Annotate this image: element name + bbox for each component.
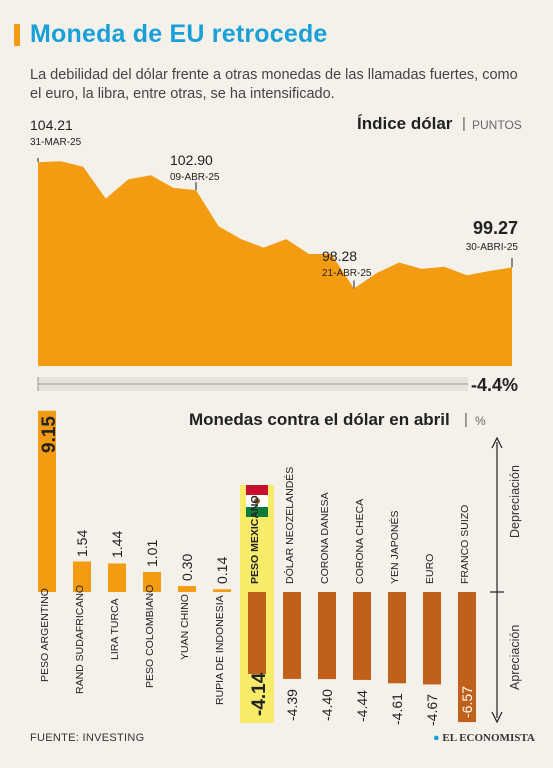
bar-lira-turca [108,563,126,592]
bar-rupia-de-indonesia [213,589,231,592]
bar-category-label: PESO MEXICANO [249,495,261,584]
line-chart-title: Índice dólar [357,114,453,133]
bar-category-label: CORONA CHECA [354,498,366,584]
annotation-date: 30-ABRI-25 [466,242,519,253]
bar-franco-suizo [458,592,476,723]
annotation-value: 99.27 [473,218,518,238]
mexico-flag-icon [246,485,268,517]
page-subtitle: La debilidad del dólar frente a otras mo… [30,67,518,102]
depreciation-label: Depreciación [508,465,522,538]
bar-category-label: RAND SUDAFRICANO [74,584,86,694]
bar-peso-mexicano [248,592,266,674]
brand-mark-icon: ● [433,732,440,744]
bar-value-label: -4.44 [354,689,370,722]
bar-category-label: CORONA DANESA [319,492,331,584]
annotation-date: 21-ABR-25 [322,268,372,279]
bar-category-label: FRANCO SUIZO [459,504,471,584]
annotation-value: 102.90 [170,152,213,168]
dollar-index-area [38,161,512,366]
bar-title-separator: | [464,411,468,428]
arrow-down-icon [491,711,503,724]
bar-chart-title: Monedas contra el dólar en abril [189,410,450,429]
annotation-date: 09-ABR-25 [170,172,220,183]
bar-chart-unit: % [475,414,486,428]
bar-value-label: 9.15 [39,415,60,453]
bar-category-label: RUPIA DE INDONESIA [214,595,226,705]
bar-corona-danesa [318,592,336,680]
bar-euro [423,592,441,685]
page-title: Moneda de EU retrocede [30,20,328,48]
bar-corona-checa [353,592,371,680]
bar-rand-sudafricano [73,561,91,592]
bar-value-label: -6.57 [459,686,475,719]
brand-logo: ● EL ECONOMISTA [433,732,535,744]
bar-d-lar-neozeland-s [283,592,301,679]
source-note: FUENTE: INVESTING [30,732,145,744]
title-accent-bar [14,24,20,46]
annotation-value: 104.21 [30,117,73,133]
arrow-up-icon [491,436,503,449]
bar-category-label: YEN JAPONÉS [389,510,401,584]
bar-value-label: 0.30 [179,553,195,582]
bar-value-label: 1.44 [109,531,125,559]
bar-category-label: PESO ARGENTINO [39,588,51,683]
bar-value-label: -4.14 [249,672,270,716]
appreciation-label: Apreciación [508,624,522,690]
line-chart-unit: PUNTOS [472,118,522,132]
bar-yen-japon-s [388,592,406,684]
bar-category-label: LIRA TURCA [109,598,121,660]
bar-value-label: 1.54 [74,529,90,557]
bar-category-label: DÓLAR NEOZELANDÉS [284,466,296,584]
bar-value-label: 1.01 [144,539,160,567]
brand-name: EL ECONOMISTA [442,732,535,744]
bar-category-label: PESO COLOMBIANO [144,584,156,688]
bar-value-label: -4.61 [389,693,405,726]
bar-value-label: -4.67 [424,694,440,727]
bar-peso-argentino [38,410,56,592]
bar-category-label: EURO [424,553,436,584]
bar-peso-colombiano [143,572,161,592]
bar-category-label: YUAN CHINO [179,594,191,660]
bar-value-label: -4.39 [284,689,300,721]
bar-value-label: -4.40 [319,689,335,722]
bar-value-label: 0.14 [214,556,230,585]
annotation-date: 31-MAR-25 [30,137,82,148]
change-value: -4.4% [471,375,518,395]
title-separator: | [462,115,466,132]
annotation-value: 98.28 [322,248,357,264]
bar-yuan-chino [178,586,196,592]
